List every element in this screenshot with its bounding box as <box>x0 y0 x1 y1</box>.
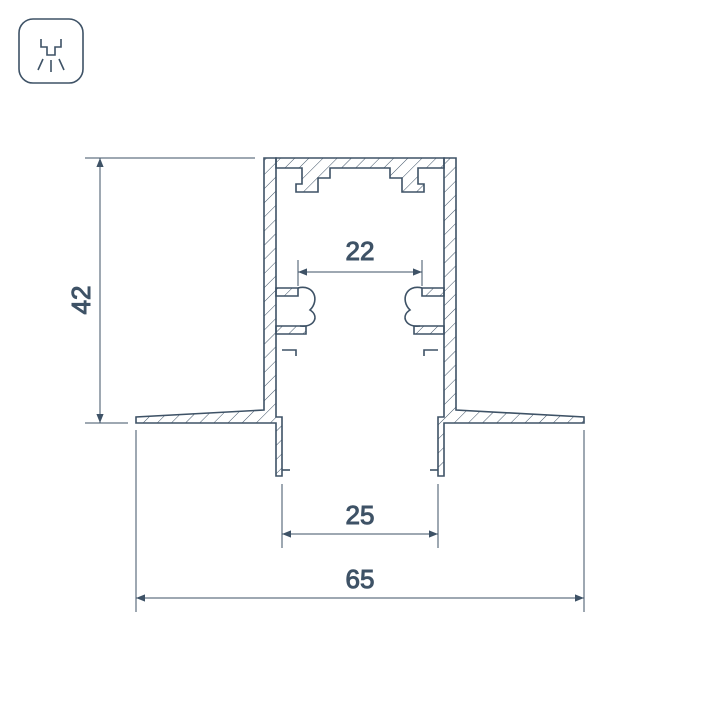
dim-65-label: 65 <box>346 564 375 594</box>
profile-section <box>136 158 584 476</box>
dim-22: 22 <box>298 236 422 286</box>
downlight-icon <box>19 19 83 83</box>
dim-42-label: 42 <box>66 286 96 315</box>
dim-25-label: 25 <box>346 500 375 530</box>
technical-drawing: 42 22 25 65 <box>0 0 720 720</box>
dim-42: 42 <box>66 158 255 423</box>
dim-22-label: 22 <box>346 236 375 266</box>
profile-details <box>282 287 438 470</box>
dim-25: 25 <box>282 484 438 548</box>
